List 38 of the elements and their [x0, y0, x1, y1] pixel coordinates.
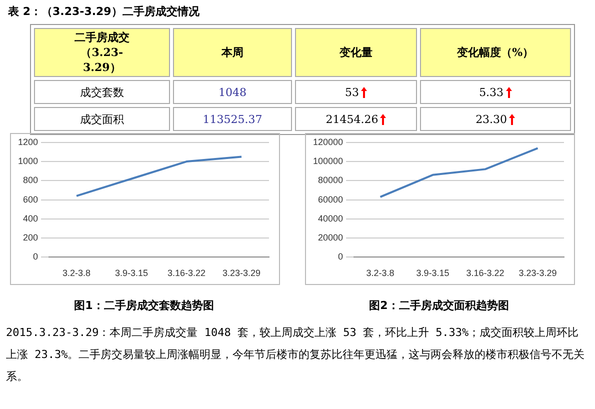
y-tick-label: 120000	[312, 136, 344, 147]
text: 图2：二手房成交面积趋势图	[368, 298, 510, 313]
text: 21454.26	[326, 112, 378, 126]
x-tick-label: 3.16-3.22	[466, 268, 504, 278]
text: 23.30	[476, 112, 508, 126]
x-tick-label: 3.23-3.29	[222, 268, 261, 278]
text: 1048	[218, 86, 247, 98]
x-tick-label: 3.2-3.8	[366, 268, 394, 278]
text: 成交面积	[80, 112, 124, 126]
y-tick-label: 200	[22, 232, 38, 243]
text: 表 2：（3.23-3.29）二手房成交情况	[8, 4, 200, 19]
x-tick-label: 3.2-3.8	[62, 268, 91, 278]
x-tick-label: 3.23-3.29	[518, 268, 557, 278]
y-tick-label: 400	[22, 213, 38, 224]
text: 变化幅度（%）	[457, 46, 534, 59]
y-tick-label: 20000	[318, 232, 344, 243]
text: 2015.3.23-3.29：本周二手房成交量 1048 套，较上周成交上涨 53 套，环比上升 5.33%；成交面积较上周环比上涨 23.3%。二手房交易量较上周涨幅明显，今年节后楼市的复苏比往年更迅猛，这与两会释放的楼市积极信号不无关系。	[6, 325, 586, 385]
y-tick-label: 800	[22, 175, 38, 186]
text: 二手房成交（3.23-3.29）	[73, 30, 130, 75]
x-tick-label: 3.16-3.22	[167, 268, 206, 278]
y-tick-label: 40000	[318, 213, 344, 224]
y-tick-label: 600	[22, 194, 38, 204]
text: 成交套数	[80, 86, 124, 98]
y-tick-label: 100000	[312, 156, 344, 166]
text: 本周	[222, 46, 244, 59]
text: 图1：二手房成交套数趋势图	[73, 298, 215, 313]
y-tick-label: 0	[33, 252, 38, 262]
text: 113525.37	[202, 112, 262, 126]
y-tick-label: 0	[338, 252, 344, 262]
text: 53	[344, 86, 359, 98]
text: 变化量	[339, 46, 372, 59]
text: 5.33	[479, 86, 504, 98]
x-tick-label: 3.9-3.15	[115, 268, 148, 278]
x-tick-label: 3.9-3.15	[416, 268, 450, 278]
y-tick-label: 80000	[318, 175, 344, 186]
y-tick-label: 60000	[318, 194, 344, 204]
y-tick-label: 1000	[18, 156, 38, 166]
y-tick-label: 1200	[18, 136, 38, 147]
